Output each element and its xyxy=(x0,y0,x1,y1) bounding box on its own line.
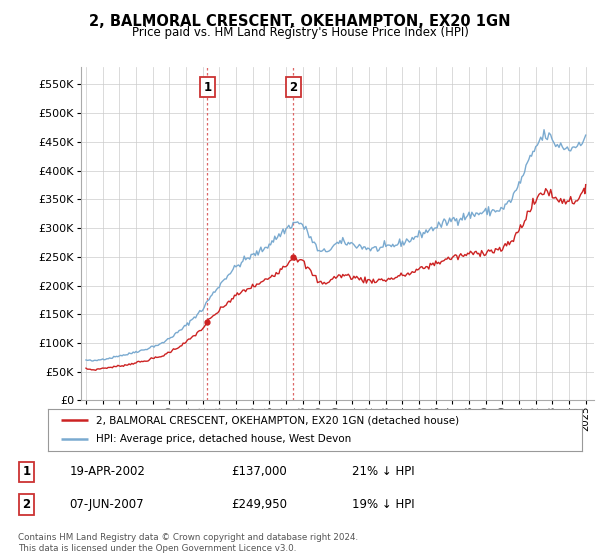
Text: 19% ↓ HPI: 19% ↓ HPI xyxy=(352,498,415,511)
Text: 1: 1 xyxy=(203,81,211,94)
Text: £249,950: £249,950 xyxy=(231,498,287,511)
Text: 2, BALMORAL CRESCENT, OKEHAMPTON, EX20 1GN: 2, BALMORAL CRESCENT, OKEHAMPTON, EX20 1… xyxy=(89,14,511,29)
Text: 2: 2 xyxy=(289,81,297,94)
Text: 19-APR-2002: 19-APR-2002 xyxy=(70,465,145,478)
Text: Price paid vs. HM Land Registry's House Price Index (HPI): Price paid vs. HM Land Registry's House … xyxy=(131,26,469,39)
Text: 21% ↓ HPI: 21% ↓ HPI xyxy=(352,465,415,478)
Text: 07-JUN-2007: 07-JUN-2007 xyxy=(70,498,144,511)
Text: HPI: Average price, detached house, West Devon: HPI: Average price, detached house, West… xyxy=(96,435,352,445)
Text: £137,000: £137,000 xyxy=(231,465,287,478)
Text: 1: 1 xyxy=(22,465,31,478)
Text: Contains HM Land Registry data © Crown copyright and database right 2024.
This d: Contains HM Land Registry data © Crown c… xyxy=(18,533,358,553)
Text: 2, BALMORAL CRESCENT, OKEHAMPTON, EX20 1GN (detached house): 2, BALMORAL CRESCENT, OKEHAMPTON, EX20 1… xyxy=(96,415,459,425)
Text: 2: 2 xyxy=(22,498,31,511)
